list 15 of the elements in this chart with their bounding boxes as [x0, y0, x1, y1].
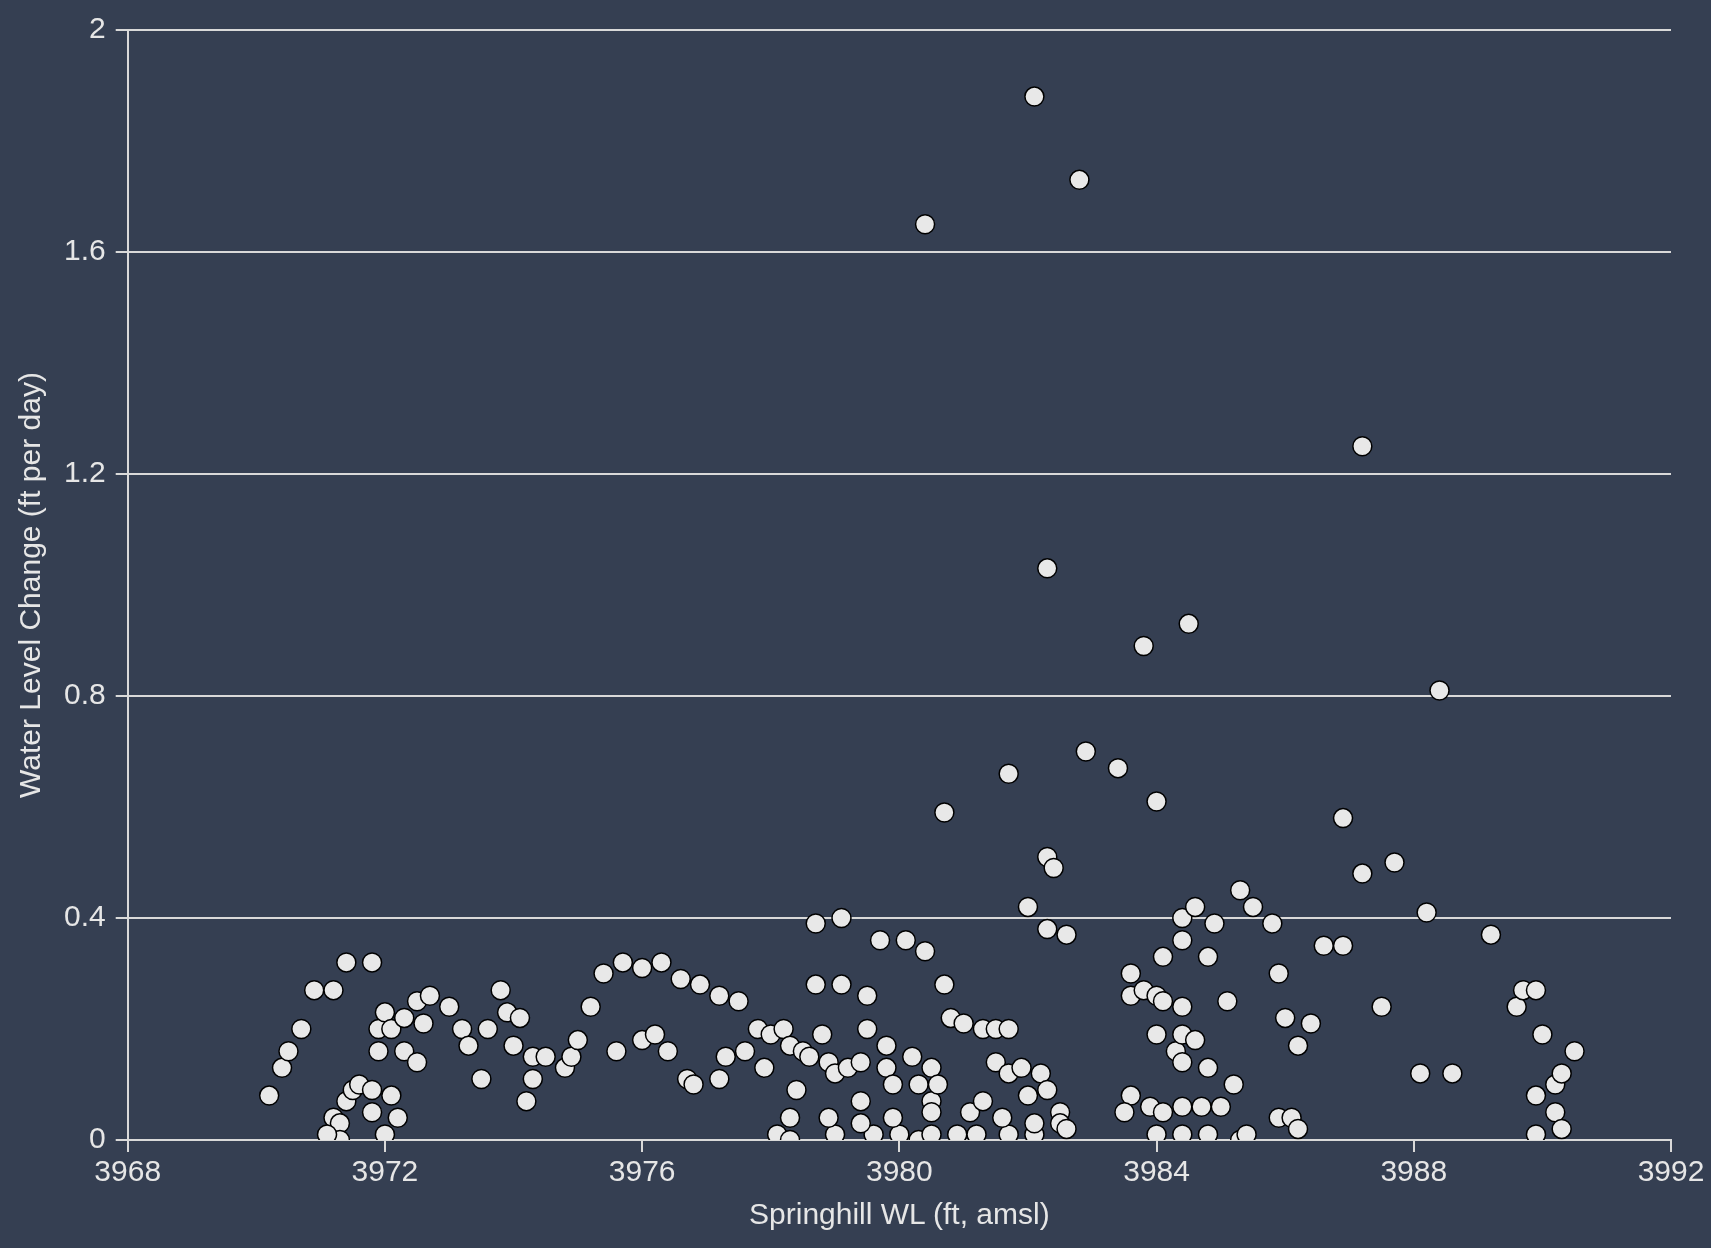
x-tick-label: 3992: [1637, 1154, 1705, 1188]
x-tick-label: 3976: [608, 1154, 676, 1188]
y-tick-label: 1.2: [63, 455, 106, 489]
x-tick-label: 3988: [1380, 1154, 1448, 1188]
y-tick-label: 0.8: [63, 677, 106, 711]
y-axis-title: Water Level Change (ft per day): [13, 372, 47, 798]
x-tick-label: 3972: [351, 1154, 419, 1188]
x-tick-label: 3984: [1123, 1154, 1190, 1188]
x-tick-label: 3968: [94, 1154, 162, 1188]
y-tick-label: 0.4: [63, 899, 106, 933]
y-tick-label: 0: [89, 1121, 106, 1155]
x-tick-label: 3980: [865, 1154, 933, 1188]
y-tick-label: 2: [89, 11, 106, 45]
x-axis-title: Springhill WL (ft, amsl): [749, 1197, 1050, 1231]
y-tick-label: 1.6: [63, 233, 106, 267]
